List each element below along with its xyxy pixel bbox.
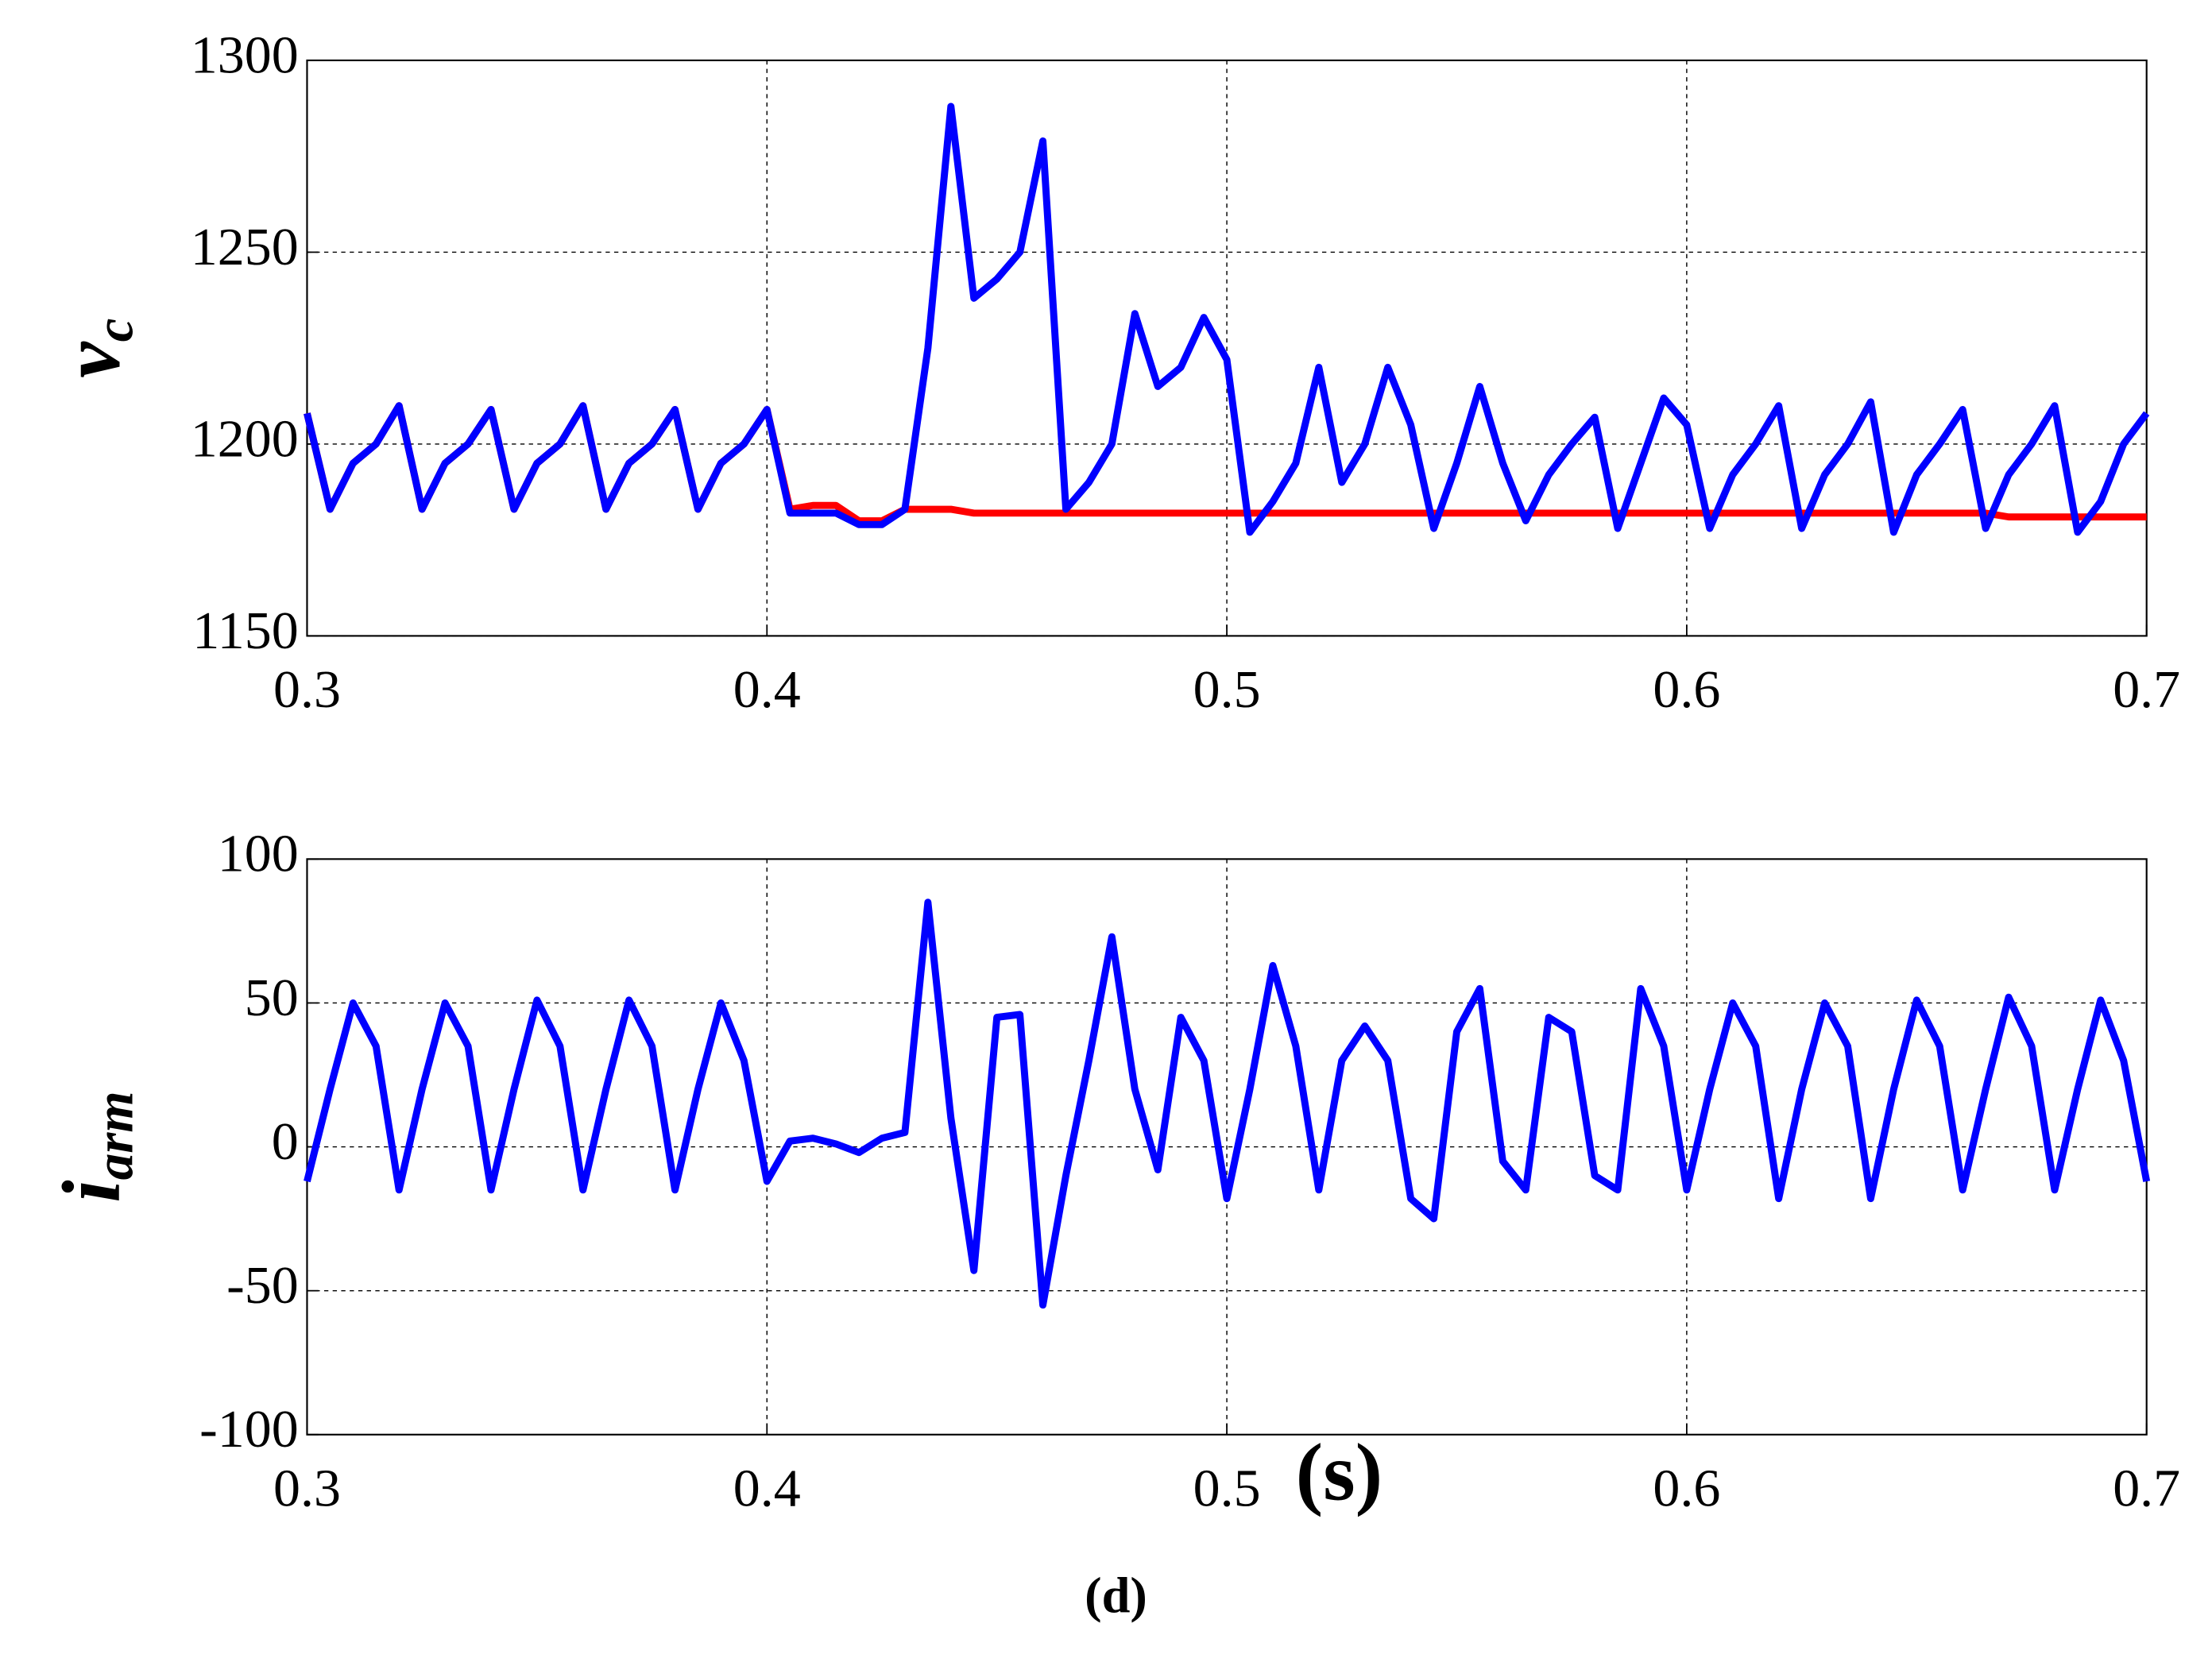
x-tick-label: 0.3	[273, 1459, 341, 1518]
y-tick-label: 0	[272, 1111, 299, 1171]
x-tick-label: 0.3	[273, 659, 341, 719]
y-tick-label: 50	[245, 968, 299, 1027]
x-tick-label: 0.4	[733, 1459, 801, 1518]
y-axis-label-main: v	[45, 341, 137, 378]
plot-frame	[306, 858, 2148, 1436]
y-axis-label: vc	[45, 319, 143, 378]
x-tick-label: 0.5	[1193, 659, 1261, 719]
y-tick-label: 1200	[191, 409, 299, 469]
plot-frame	[306, 59, 2148, 637]
y-tick-label: 1250	[191, 217, 299, 276]
y-tick-label: -100	[199, 1400, 299, 1459]
y-axis-label-sub: arm	[84, 1091, 144, 1180]
x-tick-label: 0.5	[1193, 1459, 1261, 1518]
x-tick-label: 0.6	[1653, 659, 1720, 719]
x-tick-label: 0.7	[2113, 1459, 2180, 1518]
x-axis-label: (s)	[1296, 1428, 1382, 1517]
y-tick-label: 100	[218, 824, 299, 883]
x-tick-label: 0.6	[1653, 1459, 1720, 1518]
y-tick-label: -50	[226, 1255, 299, 1315]
caption: (d)	[1085, 1567, 1147, 1623]
x-tick-label: 0.7	[2113, 659, 2180, 719]
series-line	[304, 102, 2150, 536]
y-tick-label: 1300	[191, 25, 299, 85]
series-line	[304, 899, 2151, 1309]
x-tick-label: 0.4	[733, 659, 801, 719]
y-axis-label-sub: c	[84, 319, 144, 342]
y-axis-label-main: i	[45, 1180, 137, 1203]
y-axis-label: iarm	[45, 1091, 143, 1202]
y-tick-label: 1150	[192, 601, 298, 660]
